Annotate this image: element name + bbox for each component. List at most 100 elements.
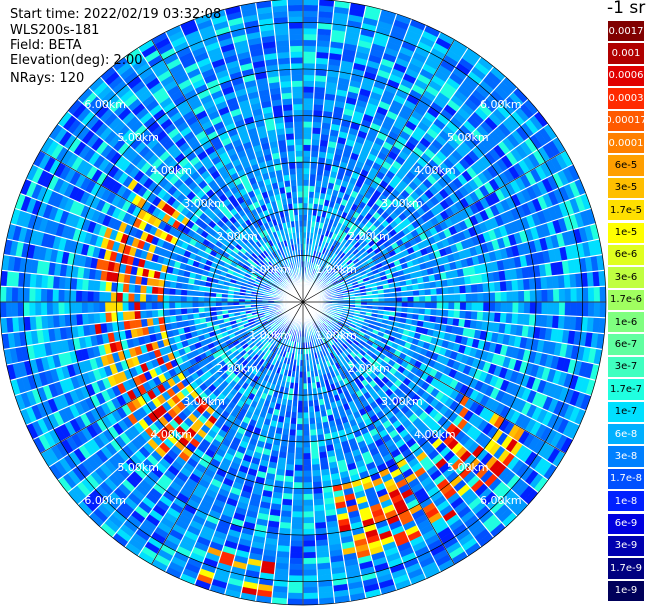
backscatter-cell: [105, 302, 111, 312]
backscatter-cell: [471, 284, 478, 294]
backscatter-cell: [303, 197, 309, 203]
backscatter-cell: [303, 116, 313, 122]
backscatter-cell: [313, 98, 324, 105]
backscatter-cell: [285, 464, 294, 470]
backscatter-cell: [128, 293, 134, 302]
backscatter-cell: [303, 180, 309, 186]
backscatter-cell: [495, 292, 501, 302]
backscatter-cell: [294, 471, 303, 477]
backscatter-cell: [117, 312, 124, 322]
backscatter-cell: [169, 295, 175, 302]
backscatter-cell: [128, 302, 134, 311]
backscatter-cell: [291, 535, 304, 541]
backscatter-cell: [465, 284, 471, 293]
backscatter-cell: [122, 293, 128, 303]
backscatter-cell: [303, 46, 316, 52]
backscatter-cell: [169, 302, 175, 309]
backscatter-cell: [123, 311, 130, 321]
backscatter-cell: [477, 311, 484, 321]
backscatter-cell: [76, 314, 83, 326]
backscatter-cell: [6, 286, 12, 302]
backscatter-cell: [431, 309, 437, 316]
backscatter-cell: [310, 162, 318, 168]
backscatter-cell: [111, 292, 117, 302]
backscatter-cell: [134, 311, 140, 320]
backscatter-cell: [600, 302, 606, 318]
backscatter-cell: [303, 151, 311, 157]
backscatter-cell: [64, 290, 70, 303]
backscatter-cell: [466, 302, 472, 311]
backscatter-cell: [287, 593, 303, 599]
backscatter-cell: [64, 302, 70, 315]
backscatter-cell: [99, 291, 105, 302]
backscatter-cell: [311, 139, 320, 145]
backscatter-cell: [303, 98, 314, 104]
backscatter-cell: [117, 292, 123, 302]
backscatter-cell: [303, 0, 319, 5]
backscatter-cell: [600, 286, 606, 302]
backscatter-cell: [303, 133, 312, 139]
backscatter-cell: [12, 287, 18, 302]
backscatter-cell: [76, 290, 82, 302]
backscatter-cell: [501, 302, 507, 313]
backscatter-cell: [303, 34, 317, 40]
backscatter-cell: [303, 11, 318, 17]
backscatter-cell: [314, 511, 326, 518]
backscatter-cell: [507, 291, 513, 302]
backscatter-cell: [284, 476, 294, 483]
backscatter-cell: [303, 69, 315, 75]
backscatter-cell: [460, 310, 466, 319]
backscatter-cell: [293, 482, 303, 488]
backscatter-cell: [524, 302, 530, 314]
backscatter-cell: [303, 401, 309, 407]
backscatter-cell: [163, 295, 169, 302]
backscatter-cell: [70, 290, 76, 302]
backscatter-cell: [494, 312, 501, 323]
backscatter-cell: [18, 287, 24, 302]
backscatter-cell: [134, 284, 140, 293]
backscatter-cell: [443, 294, 449, 302]
backscatter-cell: [287, 453, 296, 459]
backscatter-cell: [192, 302, 198, 308]
backscatter-cell: [303, 494, 313, 500]
backscatter-cell: [408, 296, 414, 302]
backscatter-cell: [303, 121, 313, 127]
backscatter-cell: [313, 499, 324, 506]
backscatter-cell: [291, 523, 303, 529]
backscatter-cell: [293, 488, 303, 494]
backscatter-cell: [553, 302, 559, 315]
backscatter-cell: [288, 587, 303, 593]
backscatter-cell: [314, 93, 325, 100]
backscatter-cell: [6, 302, 12, 318]
backscatter-cell: [588, 302, 594, 317]
backscatter-cell: [35, 302, 41, 316]
backscatter-cell: [140, 285, 146, 294]
backscatter-cell: [313, 482, 323, 489]
backscatter-cell: [134, 293, 140, 302]
backscatter-cell: [311, 447, 319, 453]
backscatter-cell: [495, 302, 501, 312]
backscatter-cell: [288, 581, 303, 587]
backscatter-cell: [437, 295, 443, 302]
backscatter-cell: [437, 302, 443, 309]
backscatter-cell: [58, 302, 64, 315]
backscatter-cell: [23, 287, 29, 302]
backscatter-cell: [443, 302, 449, 310]
backscatter-cell: [513, 291, 519, 302]
backscatter-cell: [88, 313, 95, 325]
backscatter-cell: [471, 311, 478, 321]
backscatter-cell: [303, 436, 310, 442]
backscatter-cell: [140, 310, 146, 319]
backscatter-cell: [448, 286, 454, 294]
backscatter-cell: [310, 157, 318, 163]
backscatter-cell: [518, 290, 524, 302]
backscatter-cell: [478, 293, 484, 303]
backscatter-cell: [436, 309, 442, 317]
backscatter-cell: [297, 418, 303, 424]
backscatter-cell: [279, 522, 291, 529]
backscatter-cell: [431, 288, 437, 295]
backscatter-cell: [152, 286, 158, 294]
backscatter-cell: [594, 302, 600, 318]
backscatter-cell: [449, 302, 455, 310]
